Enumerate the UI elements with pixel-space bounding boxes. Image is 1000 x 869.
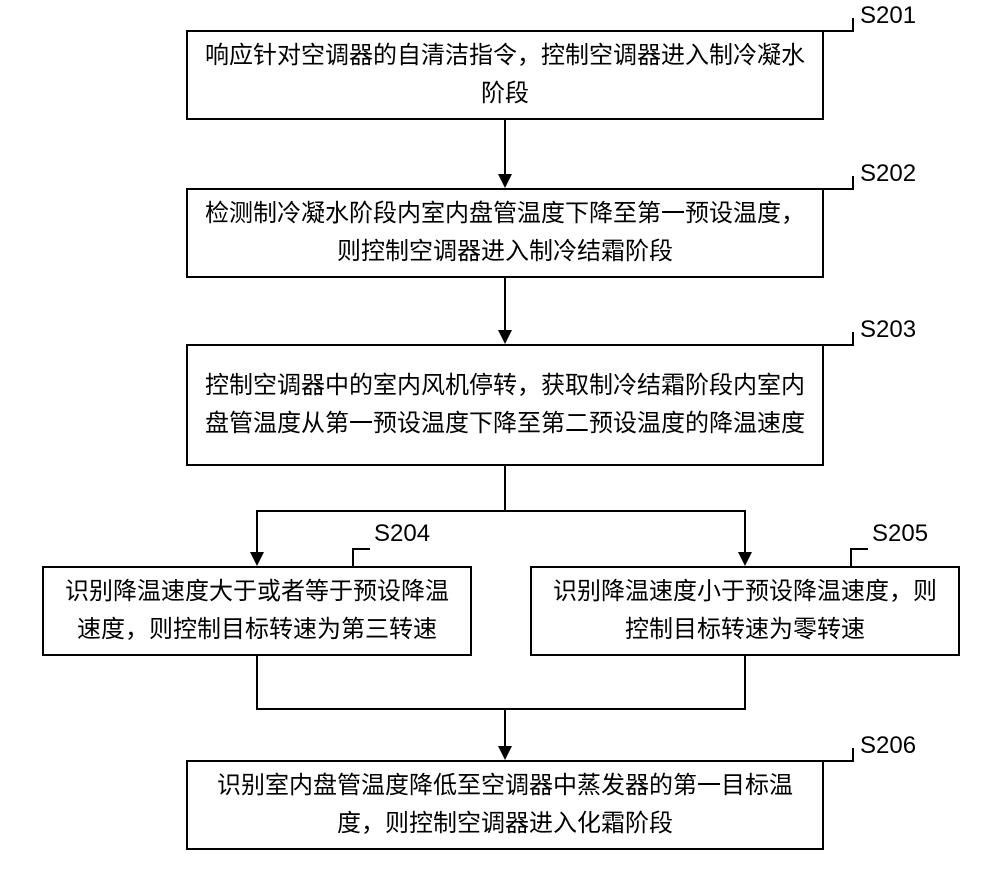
leader-s205-v [850,548,852,566]
flowchart-container: 响应针对空调器的自清洁指令，控制空调器进入制冷凝水阶段 S201 检测制冷凝水阶… [0,0,1000,869]
leader-s204-v [352,548,354,566]
node-s201: 响应针对空调器的自清洁指令，控制空调器进入制冷凝水阶段 [186,30,824,120]
label-s203: S203 [860,316,916,344]
leader-s204-h [352,548,370,550]
node-s206-text: 识别室内盘管温度降低至空调器中蒸发器的第一目标温度，则控制空调器进入化霜阶段 [200,767,810,844]
leader-s201-v [852,18,854,32]
leader-s202-v [852,176,854,190]
leader-s206-h [824,760,854,762]
split-horizontal [256,510,746,512]
node-s204: 识别降温速度大于或者等于预设降温速度，则控制目标转速为第三转速 [42,566,472,656]
label-s205: S205 [872,520,928,548]
label-s206: S206 [860,732,916,760]
label-s201: S201 [860,2,916,30]
node-s205: 识别降温速度小于预设降温速度，则控制目标转速为零转速 [530,566,960,656]
node-s206: 识别室内盘管温度降低至空调器中蒸发器的第一目标温度，则控制空调器进入化霜阶段 [186,760,824,850]
arrowhead-s201-s202 [498,174,512,188]
node-s204-text: 识别降温速度大于或者等于预设降温速度，则控制目标转速为第三转速 [56,573,458,650]
arrowhead-s202-s203 [498,330,512,344]
node-s203-text: 控制空调器中的室内风机停转，获取制冷结霜阶段内室内盘管温度从第一预设温度下降至第… [200,367,810,444]
split-down [504,466,506,510]
label-s204: S204 [374,520,430,548]
node-s203: 控制空调器中的室内风机停转，获取制冷结霜阶段内室内盘管温度从第一预设温度下降至第… [186,344,824,466]
arrow-s201-s202 [504,120,506,174]
label-s202: S202 [860,160,916,188]
merge-left-down [256,656,258,708]
merge-right-down [744,656,746,708]
node-s201-text: 响应针对空调器的自清洁指令，控制空调器进入制冷凝水阶段 [200,37,810,114]
leader-s206-v [852,748,854,762]
leader-s203-v [852,332,854,346]
leader-s202-h [824,188,854,190]
arrowhead-merge [498,746,512,760]
merge-center-down [504,708,506,746]
split-right-down [744,510,746,552]
split-left-down [256,510,258,552]
arrowhead-split-right [738,552,752,566]
arrow-s202-s203 [504,278,506,330]
leader-s203-h [824,344,854,346]
arrowhead-split-left [250,552,264,566]
node-s202: 检测制冷凝水阶段内室内盘管温度下降至第一预设温度，则控制空调器进入制冷结霜阶段 [186,188,824,278]
merge-horizontal [256,708,746,710]
leader-s201-h [824,30,854,32]
node-s205-text: 识别降温速度小于预设降温速度，则控制目标转速为零转速 [544,573,946,650]
leader-s205-h [850,548,868,550]
node-s202-text: 检测制冷凝水阶段内室内盘管温度下降至第一预设温度，则控制空调器进入制冷结霜阶段 [200,195,810,272]
